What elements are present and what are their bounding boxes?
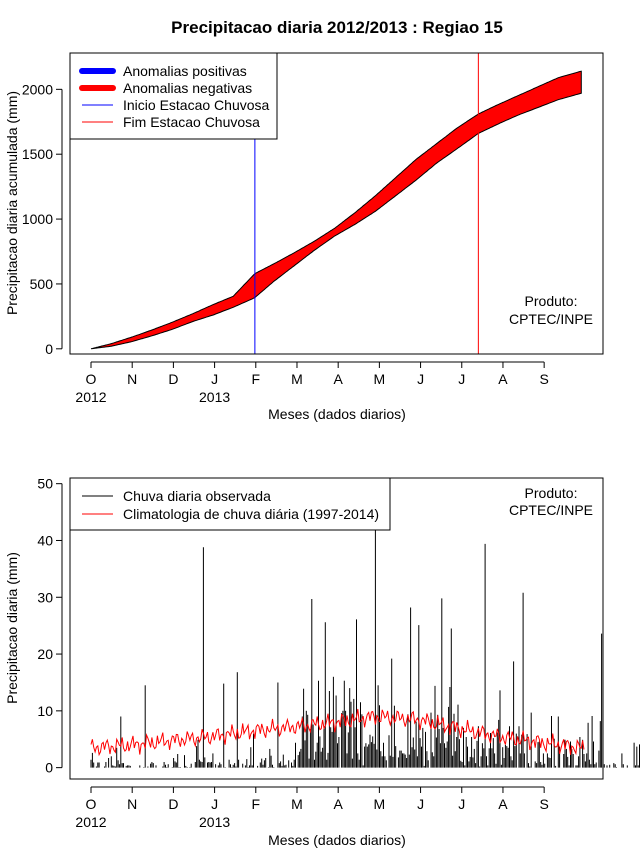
y-tick-label: 0 [45,760,53,776]
year-label: 2012 [75,814,106,830]
year-label: 2013 [199,814,230,830]
top-x-axis-label: Meses (dados diarios) [268,406,406,422]
x-tick-label: S [539,796,548,812]
x-tick-label: D [168,371,178,387]
x-tick-label: O [86,796,97,812]
daily-rain-bars [90,529,640,768]
daily-precipitation-plot: 0 10 20 30 40 50 O N D J F M A M J J A S 2012 2013 Meses (d… [4,476,640,848]
year-label: 2013 [199,389,230,405]
x-tick-label: J [458,796,465,812]
bottom-y-axis-label: Precipitacao diaria (mm) [4,552,20,704]
x-tick-label: F [252,371,261,387]
legend-label-positive: Anomalias positivas [123,63,247,79]
x-tick-label: A [334,796,344,812]
y-tick-label: 2000 [22,81,53,97]
x-tick-label: J [211,371,218,387]
x-tick-label: J [417,371,424,387]
bottom-product-source: CPTEC/INPE [509,502,593,518]
top-product-label: Produto: [525,293,578,309]
x-tick-label: J [417,796,424,812]
top-plot-frame [69,52,604,355]
y-tick-label: 20 [37,646,53,662]
y-tick-label: 1000 [22,211,53,227]
bottom-x-axis-label: Meses (dados diarios) [268,832,406,848]
y-tick-label: 40 [37,532,53,548]
x-tick-label: F [252,796,261,812]
x-tick-label: N [127,371,137,387]
top-axes: 0 500 1000 1500 2000 O N D J F M A M J J A S 2012 2013 [22,81,549,405]
legend-label-end: Fim Estacao Chuvosa [123,114,260,130]
chart-title: Precipitacao diaria 2012/2013 : Regiao 1… [171,18,503,37]
x-tick-label: D [168,796,178,812]
top-legend: Anomalias positivas Anomalias negativas … [69,52,278,140]
bottom-legend: Chuva diaria observada Climatologia de c… [69,477,391,531]
x-tick-label: S [539,371,548,387]
y-tick-label: 1500 [22,146,53,162]
legend-label-observed: Chuva diaria observada [123,488,271,504]
bottom-legend-box [69,477,391,531]
x-tick-label: A [498,796,508,812]
x-tick-label: N [127,796,137,812]
x-tick-label: M [291,796,303,812]
x-tick-label: J [458,371,465,387]
top-product-source: CPTEC/INPE [509,311,593,327]
bottom-axes: 0 10 20 30 40 50 O N D J F M A M J J A S 2012 2013 [37,476,548,830]
y-tick-label: 30 [37,589,53,605]
legend-label-negative: Anomalias negativas [123,80,252,96]
y-tick-label: 50 [37,476,53,492]
top-legend-box [69,52,278,140]
legend-label-start: Inicio Estacao Chuvosa [123,97,270,113]
year-label: 2012 [75,389,106,405]
climatology-line [90,708,585,757]
x-tick-label: M [374,371,386,387]
bottom-product-label: Produto: [525,485,578,501]
x-tick-label: A [334,371,344,387]
legend-label-climatology: Climatologia de chuva diária (1997-2014) [123,506,379,522]
y-tick-label: 0 [45,341,53,357]
x-tick-label: J [211,796,218,812]
top-y-axis-label: Precipitacao diaria acumulada (mm) [4,91,20,315]
x-tick-label: A [498,371,508,387]
y-tick-label: 500 [30,276,54,292]
cumulative-precipitation-plot: 0 500 1000 1500 2000 O N D J F M A M J J A S 2012 2013 Mes… [4,52,604,422]
x-tick-label: M [291,371,303,387]
y-tick-label: 10 [37,703,53,719]
x-tick-label: M [374,796,386,812]
x-tick-label: O [86,371,97,387]
